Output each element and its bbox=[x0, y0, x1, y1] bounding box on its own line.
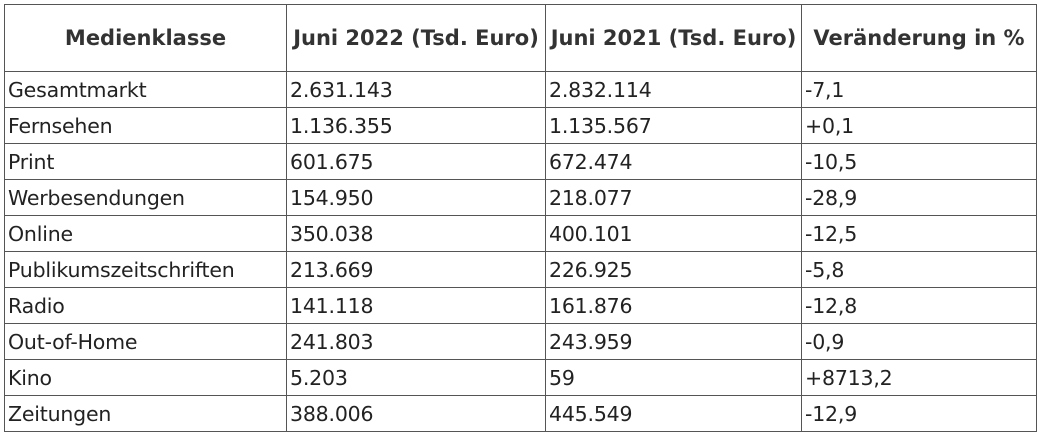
table-cell: Radio bbox=[4, 287, 287, 324]
table-cell: Kino bbox=[4, 359, 287, 396]
table-cell: 154.950 bbox=[286, 179, 546, 216]
table-row: Zeitungen 388.006 445.549 -12,9 bbox=[4, 395, 1037, 432]
header-cell: Medienklasse bbox=[4, 4, 287, 72]
table-cell: -28,9 bbox=[801, 179, 1037, 216]
table-cell: 445.549 bbox=[545, 395, 802, 432]
table-cell: 5.203 bbox=[286, 359, 546, 396]
table-cell: 2.832.114 bbox=[545, 71, 802, 108]
table-cell: -10,5 bbox=[801, 143, 1037, 180]
table-cell: Publikumszeitschriften bbox=[4, 251, 287, 288]
table-cell: -7,1 bbox=[801, 71, 1037, 108]
table-row: Radio 141.118 161.876 -12,8 bbox=[4, 287, 1037, 324]
table-cell: -12,9 bbox=[801, 395, 1037, 432]
table-cell: 59 bbox=[545, 359, 802, 396]
table-cell: 1.136.355 bbox=[286, 107, 546, 144]
table-cell: 2.631.143 bbox=[286, 71, 546, 108]
table-row: Print 601.675 672.474 -10,5 bbox=[4, 143, 1037, 180]
table-cell: 388.006 bbox=[286, 395, 546, 432]
table-row: Werbesendungen 154.950 218.077 -28,9 bbox=[4, 179, 1037, 216]
header-cell: Juni 2022 (Tsd. Euro) bbox=[286, 4, 546, 72]
table-cell: 350.038 bbox=[286, 215, 546, 252]
table-cell: Print bbox=[4, 143, 287, 180]
table-cell: 241.803 bbox=[286, 323, 546, 360]
table-row: Gesamtmarkt 2.631.143 2.832.114 -7,1 bbox=[4, 71, 1037, 108]
table-cell: Zeitungen bbox=[4, 395, 287, 432]
header-cell: Juni 2021 (Tsd. Euro) bbox=[545, 4, 802, 72]
table-cell: 601.675 bbox=[286, 143, 546, 180]
table-cell: 672.474 bbox=[545, 143, 802, 180]
table-cell: Werbesendungen bbox=[4, 179, 287, 216]
table-cell: -12,8 bbox=[801, 287, 1037, 324]
table-cell: -0,9 bbox=[801, 323, 1037, 360]
data-table: Medienklasse Juni 2022 (Tsd. Euro) Juni 20… bbox=[4, 4, 1037, 432]
table-cell: 400.101 bbox=[545, 215, 802, 252]
table-cell: Gesamtmarkt bbox=[4, 71, 287, 108]
table-cell: +8713,2 bbox=[801, 359, 1037, 396]
table-cell: -5,8 bbox=[801, 251, 1037, 288]
table-cell: 1.135.567 bbox=[545, 107, 802, 144]
table-cell: 213.669 bbox=[286, 251, 546, 288]
table-cell: Fernsehen bbox=[4, 107, 287, 144]
table-cell: 161.876 bbox=[545, 287, 802, 324]
table-body: Gesamtmarkt 2.631.143 2.832.114 -7,1 Fernseh… bbox=[4, 71, 1037, 432]
table-cell: 141.118 bbox=[286, 287, 546, 324]
table-row: Out-of-Home 241.803 243.959 -0,9 bbox=[4, 323, 1037, 360]
table-row: Online 350.038 400.101 -12,5 bbox=[4, 215, 1037, 252]
table-row: Fernsehen 1.136.355 1.135.567 +0,1 bbox=[4, 107, 1037, 144]
table-cell: -12,5 bbox=[801, 215, 1037, 252]
table-row: Publikumszeitschriften 213.669 226.925 -5,8 bbox=[4, 251, 1037, 288]
table-cell: 243.959 bbox=[545, 323, 802, 360]
table-cell: Online bbox=[4, 215, 287, 252]
table-cell: 218.077 bbox=[545, 179, 802, 216]
table-row: Kino 5.203 59 +8713,2 bbox=[4, 359, 1037, 396]
header-row: Medienklasse Juni 2022 (Tsd. Euro) Juni 20… bbox=[4, 4, 1037, 72]
table-cell: +0,1 bbox=[801, 107, 1037, 144]
table-cell: Out-of-Home bbox=[4, 323, 287, 360]
table-cell: 226.925 bbox=[545, 251, 802, 288]
header-cell: Veränderung in % bbox=[801, 4, 1037, 72]
